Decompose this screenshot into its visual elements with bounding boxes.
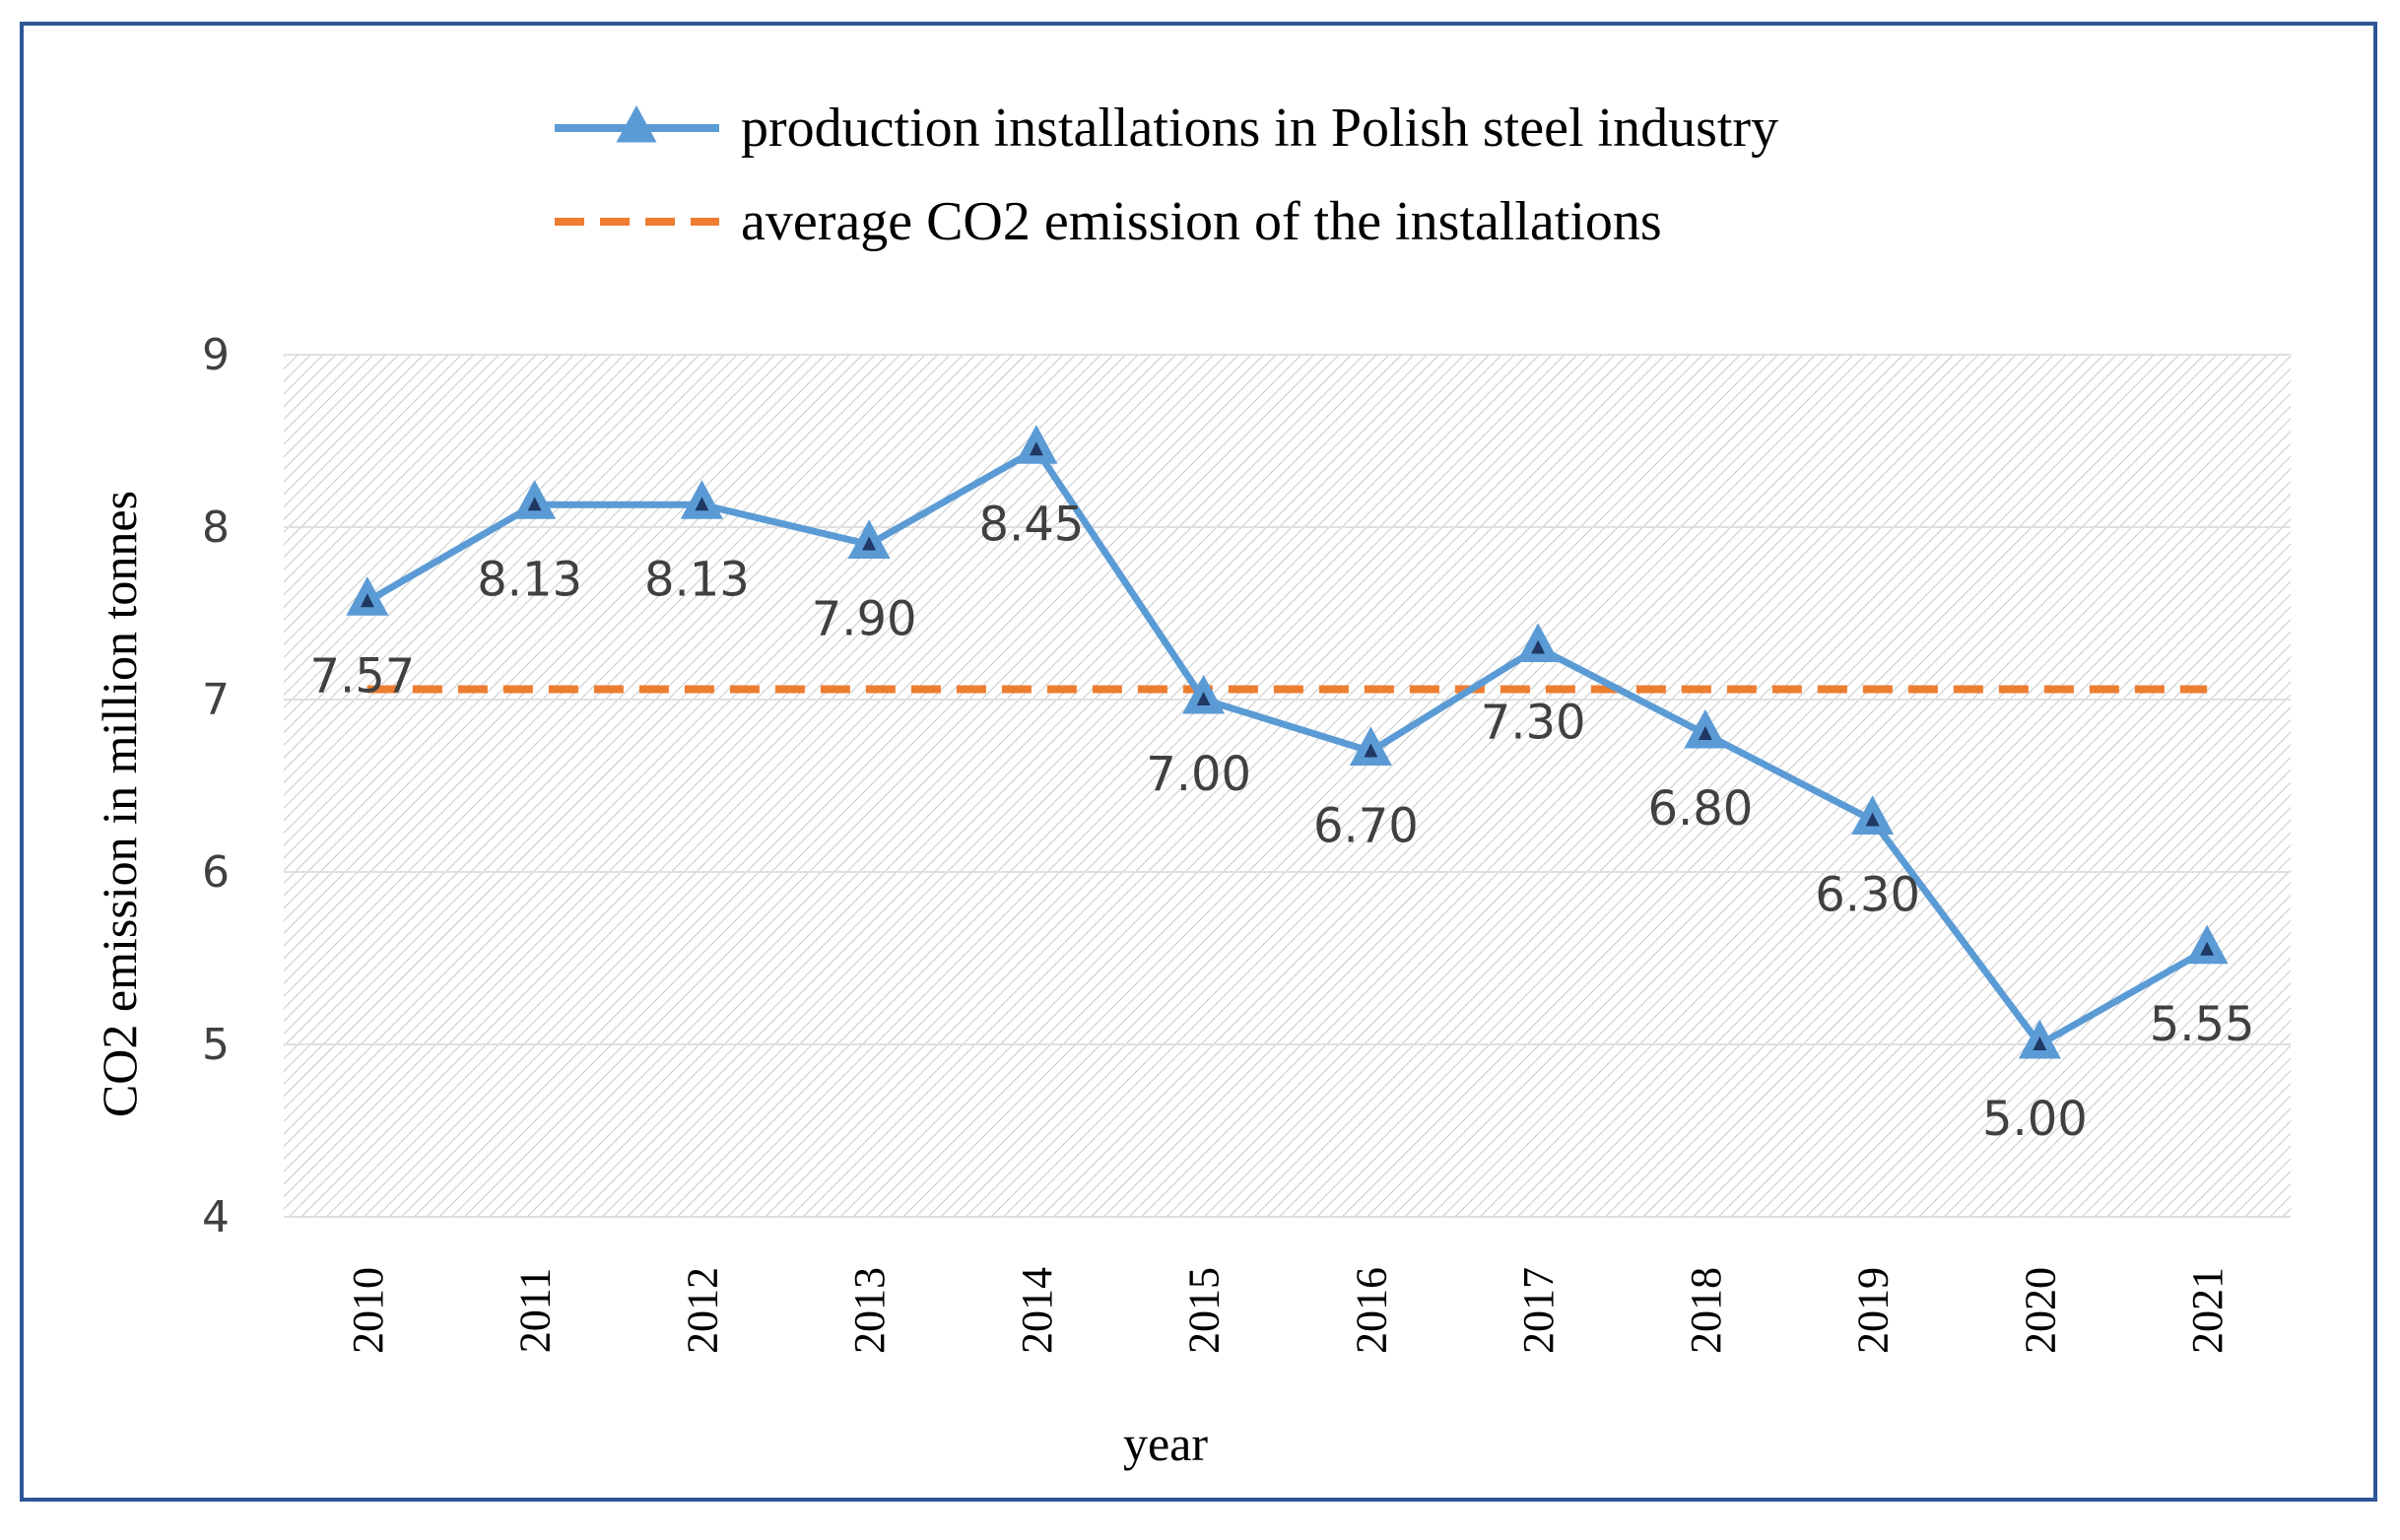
data-point-2011 <box>513 480 557 519</box>
y-tick-label-8: 8 <box>202 502 230 553</box>
triangle-marker-inner <box>695 497 709 511</box>
data-label-2021: 5.55 <box>2150 997 2255 1052</box>
legend-item-series: production installations in Polish steel… <box>555 98 1778 159</box>
triangle-marker-inner <box>862 536 877 551</box>
triangle-marker-inner <box>1196 692 1211 705</box>
y-tick-label-6: 6 <box>202 847 230 898</box>
plot-area <box>284 355 2291 1217</box>
data-point-2014 <box>1015 425 1058 464</box>
triangle-marker-inner <box>1698 726 1712 740</box>
legend-triangle-marker-icon <box>616 104 657 143</box>
legend-series-label: production installations in Polish steel… <box>741 98 1778 159</box>
data-point-2021 <box>2185 924 2229 965</box>
x-tick-label-2021: 2021 <box>2183 1267 2232 1354</box>
data-point-2010 <box>346 576 389 616</box>
x-tick-label-2014: 2014 <box>1013 1267 1061 1354</box>
data-labels: 7.57 8.13 8.13 7.90 8.45 7.00 6.70 7.30 6.80 6.30… <box>309 497 2254 1147</box>
legend: production installations in Polish steel… <box>555 98 1778 252</box>
x-axis-ticks: 2010 2011 2012 2013 2014 2015 2016 2017 2018 2019… <box>344 1267 2232 1354</box>
legend-average-label: average CO2 emission of the installation… <box>741 191 1662 252</box>
data-label-2016: 6.70 <box>1313 799 1419 854</box>
data-point-2018 <box>1684 708 1727 749</box>
data-label-2017: 7.30 <box>1481 696 1586 751</box>
data-label-2019: 6.30 <box>1815 868 1920 923</box>
data-point-2019 <box>1851 795 1895 835</box>
triangle-marker-inner <box>360 593 374 608</box>
triangle-marker-inner <box>527 497 542 511</box>
triangle-marker-inner <box>1865 812 1880 827</box>
data-label-2011: 8.13 <box>477 552 582 607</box>
x-tick-label-2010: 2010 <box>344 1267 392 1354</box>
x-tick-label-2015: 2015 <box>1180 1267 1229 1354</box>
gridlines <box>284 354 2291 1218</box>
x-tick-label-2020: 2020 <box>2016 1267 2064 1354</box>
series-layer <box>346 425 2229 1059</box>
data-point-2013 <box>847 519 891 559</box>
legend-item-average: average CO2 emission of the installation… <box>555 191 1662 252</box>
y-tick-label-4: 4 <box>202 1192 230 1242</box>
x-tick-label-2013: 2013 <box>845 1267 894 1354</box>
y-axis-ticks: 4 5 6 7 8 9 <box>202 330 230 1242</box>
x-tick-label-2019: 2019 <box>1849 1267 1898 1354</box>
data-point-2012 <box>680 480 723 519</box>
x-tick-label-2016: 2016 <box>1347 1267 1395 1354</box>
data-label-2013: 7.90 <box>812 592 917 647</box>
triangle-marker-inner <box>2033 1037 2047 1050</box>
x-tick-label-2018: 2018 <box>1682 1267 1730 1354</box>
y-tick-label-9: 9 <box>202 330 230 380</box>
data-point-2016 <box>1349 726 1392 766</box>
data-label-2018: 6.80 <box>1647 781 1753 837</box>
x-tick-label-2017: 2017 <box>1514 1267 1563 1354</box>
series-line <box>366 445 2209 1048</box>
triangle-marker-inner <box>1364 743 1378 758</box>
data-label-2010: 7.57 <box>309 648 415 703</box>
x-tick-label-2011: 2011 <box>511 1268 560 1353</box>
y-axis-title: CO2 emission in million tonnes <box>92 491 147 1117</box>
triangle-marker-inner <box>1029 441 1043 456</box>
x-tick-label-2012: 2012 <box>678 1267 726 1354</box>
data-label-2014: 8.45 <box>978 497 1084 552</box>
data-label-2012: 8.13 <box>644 552 750 607</box>
x-axis-title: year <box>1123 1416 1208 1471</box>
y-tick-label-7: 7 <box>202 675 230 725</box>
y-tick-label-5: 5 <box>202 1020 230 1070</box>
data-point-2020 <box>2018 1019 2061 1059</box>
data-label-2015: 7.00 <box>1146 747 1251 802</box>
data-point-2017 <box>1516 623 1560 662</box>
data-label-2020: 5.00 <box>1982 1092 2088 1147</box>
triangle-marker-inner <box>2200 941 2215 956</box>
triangle-marker-inner <box>1531 639 1546 654</box>
data-point-2015 <box>1182 674 1226 714</box>
